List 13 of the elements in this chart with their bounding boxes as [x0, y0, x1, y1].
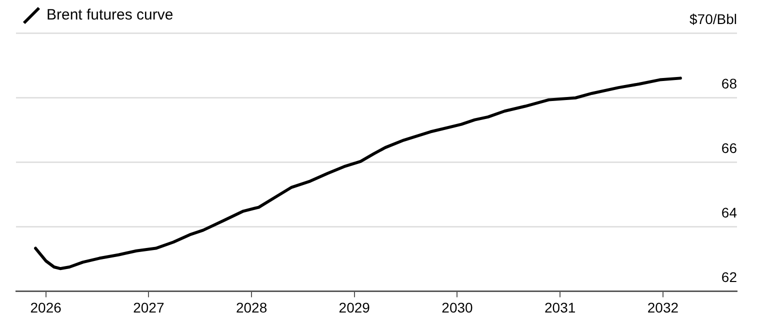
x-tick-label: 2027: [133, 299, 164, 316]
x-tick-label: 2032: [647, 299, 679, 316]
x-tick-label: 2029: [338, 299, 370, 316]
y-tick-label: 68: [721, 75, 738, 92]
x-tick-label: 2030: [442, 299, 474, 316]
y-tick-label: $70/Bbl: [690, 10, 737, 27]
y-tick-label: 62: [721, 269, 738, 286]
x-tick-label: 2031: [544, 299, 576, 316]
y-tick-label: 64: [721, 204, 738, 221]
x-tick-label: 2028: [236, 299, 268, 316]
x-tick-label: 2026: [30, 299, 62, 316]
legend-label: Brent futures curve: [46, 6, 174, 24]
y-tick-label: 66: [721, 140, 738, 156]
